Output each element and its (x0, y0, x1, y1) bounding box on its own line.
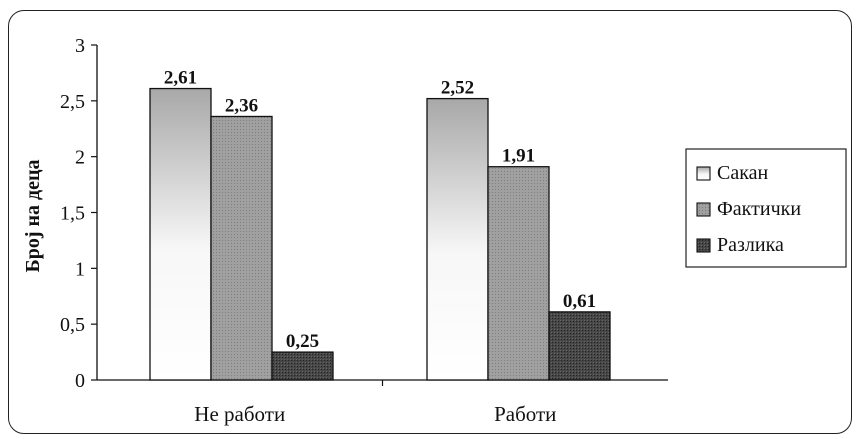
legend-swatch (696, 166, 711, 181)
y-tick-label: 0 (75, 370, 85, 392)
data-label: 1,91 (502, 146, 535, 167)
legend-label: Разлика (717, 234, 784, 256)
x-category-label: Не работи (194, 402, 285, 426)
y-tick-label: 3 (75, 35, 85, 57)
data-label: 0,61 (563, 291, 596, 312)
y-tick-label: 2,5 (60, 91, 85, 113)
data-labels: 2,61 2,36 0,25 2,52 1,91 0,61 (164, 68, 596, 353)
y-tick-label: 1,5 (60, 203, 85, 225)
data-label: 2,61 (164, 68, 197, 89)
legend: Сакан Фактички Разлика (685, 148, 847, 268)
bar (426, 97, 489, 381)
y-axis-title: Број на деца (22, 159, 44, 272)
bar (487, 166, 550, 381)
data-label: 2,52 (441, 78, 474, 99)
y-tick-label: 2 (75, 147, 85, 169)
legend-swatch (696, 202, 711, 217)
y-tick-label: 1 (75, 258, 85, 280)
bar (210, 115, 273, 381)
y-ticks: 0 0,5 1 1,5 2 2,5 3 (60, 35, 97, 392)
bar (548, 311, 611, 381)
legend-label: Фактички (717, 198, 801, 220)
y-tick-label: 0,5 (60, 314, 85, 336)
legend-swatch (696, 238, 711, 253)
x-labels: Не работи Работи (194, 380, 556, 426)
bar (271, 351, 334, 381)
data-label: 2,36 (225, 95, 258, 116)
bars (149, 87, 611, 381)
bar (149, 87, 212, 381)
legend-frame (685, 148, 847, 268)
data-label: 0,25 (286, 331, 319, 352)
x-category-label: Работи (494, 402, 556, 426)
legend-label: Сакан (717, 162, 769, 184)
